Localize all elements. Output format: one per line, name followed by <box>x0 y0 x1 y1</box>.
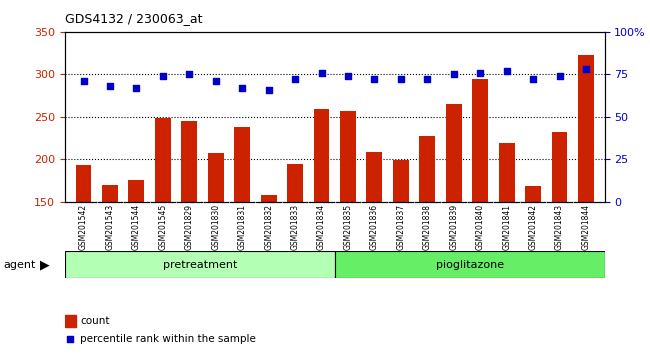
Text: GSM201832: GSM201832 <box>264 204 273 250</box>
Bar <box>552 132 567 329</box>
Point <box>158 73 168 79</box>
Bar <box>155 118 171 329</box>
Point <box>184 72 194 77</box>
Bar <box>393 160 409 329</box>
Bar <box>287 164 303 329</box>
Point <box>475 70 486 75</box>
Text: GSM201840: GSM201840 <box>476 204 485 250</box>
Bar <box>419 136 436 329</box>
Bar <box>65 315 76 327</box>
Point <box>554 73 565 79</box>
Text: agent: agent <box>3 259 36 270</box>
Text: pretreatment: pretreatment <box>162 259 237 270</box>
Point <box>396 76 406 82</box>
Bar <box>261 195 276 329</box>
Bar <box>578 55 594 329</box>
Point <box>211 78 221 84</box>
Point <box>422 76 432 82</box>
Point <box>343 73 353 79</box>
Text: GSM201545: GSM201545 <box>159 204 167 250</box>
Text: GSM201835: GSM201835 <box>343 204 352 250</box>
Bar <box>129 180 144 329</box>
Text: GSM201834: GSM201834 <box>317 204 326 250</box>
Point <box>528 76 538 82</box>
Bar <box>367 152 382 329</box>
Text: GSM201838: GSM201838 <box>422 204 432 250</box>
Bar <box>181 121 197 329</box>
Text: GSM201831: GSM201831 <box>238 204 247 250</box>
Text: GDS4132 / 230063_at: GDS4132 / 230063_at <box>65 12 203 25</box>
Point <box>501 68 512 74</box>
Bar <box>499 143 515 329</box>
Text: GSM201844: GSM201844 <box>582 204 590 250</box>
Point <box>369 76 380 82</box>
Text: count: count <box>80 316 110 326</box>
Text: GSM201542: GSM201542 <box>79 204 88 250</box>
Point <box>290 76 300 82</box>
Point <box>237 85 248 91</box>
Bar <box>340 111 356 329</box>
Text: GSM201833: GSM201833 <box>291 204 300 250</box>
Text: GSM201830: GSM201830 <box>211 204 220 250</box>
Text: GSM201839: GSM201839 <box>449 204 458 250</box>
Text: ▶: ▶ <box>40 258 50 271</box>
Text: GSM201841: GSM201841 <box>502 204 511 250</box>
Text: GSM201543: GSM201543 <box>105 204 114 250</box>
Text: GSM201837: GSM201837 <box>396 204 406 250</box>
Point <box>131 85 142 91</box>
Bar <box>473 79 488 329</box>
Bar <box>446 104 462 329</box>
Point <box>317 70 327 75</box>
Bar <box>65 251 335 278</box>
Point <box>448 72 459 77</box>
Text: GSM201842: GSM201842 <box>528 204 538 250</box>
Bar <box>335 251 604 278</box>
Bar <box>102 185 118 329</box>
Text: GSM201544: GSM201544 <box>132 204 141 250</box>
Point <box>263 87 274 92</box>
Point <box>105 84 115 89</box>
Point <box>581 67 592 72</box>
Bar <box>313 109 330 329</box>
Text: pioglitazone: pioglitazone <box>436 259 504 270</box>
Text: GSM201829: GSM201829 <box>185 204 194 250</box>
Point <box>378 256 389 261</box>
Point <box>78 78 88 84</box>
Text: percentile rank within the sample: percentile rank within the sample <box>80 334 256 344</box>
Text: GSM201836: GSM201836 <box>370 204 379 250</box>
Bar <box>208 153 224 329</box>
Text: GSM201843: GSM201843 <box>555 204 564 250</box>
Bar <box>525 187 541 329</box>
Bar <box>234 127 250 329</box>
Bar <box>75 165 92 329</box>
